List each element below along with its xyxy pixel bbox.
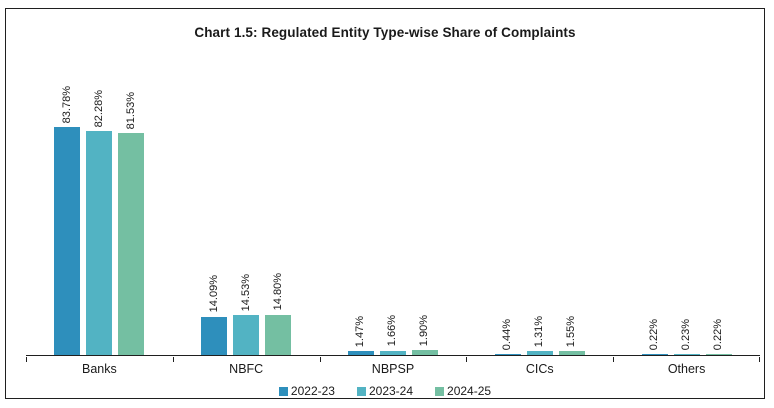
bar-value-label: 14.53% [239,274,252,312]
bar-value-label: 0.23% [680,319,693,351]
bar-value-label: 1.31% [533,316,546,348]
x-axis-label-cics: CICs [525,362,554,376]
x-axis-tick [466,357,468,362]
bar [86,131,113,355]
bar-group-nbfc: 14.09% 14.53% 14.80% [173,67,320,355]
x-axis-tick [172,357,174,362]
bar-value-label: 0.44% [501,318,514,350]
bar [265,314,292,355]
x-axis-tick [613,357,615,362]
bar [705,354,732,355]
bar-col: 0.44% [494,318,521,355]
x-axis-tick [759,357,760,362]
bar-value-label: 81.53% [124,91,137,130]
bar-col: 1.90% [411,314,438,355]
bar-col: 82.28% [86,89,113,355]
bar-col: 0.22% [641,319,668,355]
legend-label: 2024-25 [447,384,492,398]
bar-col: 1.31% [526,316,553,355]
bar [118,133,145,355]
bar [54,127,81,355]
bar-value-label: 83.78% [60,85,73,124]
bar [526,351,553,355]
bar [558,350,585,355]
bar-col: 0.22% [705,319,732,355]
bar-value-label: 14.80% [271,273,284,311]
bar [347,351,374,355]
x-axis-tick [319,357,321,362]
bar-value-label: 0.22% [648,319,661,351]
legend-label: 2023-24 [368,384,414,398]
legend-item-2024-25: 2024-25 [435,384,491,398]
x-axis-tick [26,357,27,362]
bar [379,350,406,355]
bar-value-label: 1.90% [418,314,431,346]
bar-group-banks: 83.78% 82.28% 81.53% [26,67,173,355]
bar-col: 81.53% [118,91,145,355]
legend-item-2023-24: 2023-24 [356,384,414,398]
legend-swatch-icon [278,386,288,396]
bar-col: 1.66% [379,315,406,355]
bar [673,354,700,355]
x-axis-label-others: Others [667,362,706,376]
plot-area: 83.78% 82.28% 81.53% 14.09% 14.53% 14.80% 1.47… [26,67,760,355]
bar-col: 14.53% [233,274,260,355]
x-axis-label-nbfc: NBFC [229,362,264,376]
bar [411,349,438,355]
x-axis-line [26,355,760,362]
bar [201,316,228,355]
bar-col: 0.23% [673,319,700,355]
bar-value-label: 0.22% [712,319,725,351]
bar [641,354,668,355]
bar-value-label: 1.55% [565,315,578,347]
bar-value-label: 1.66% [386,315,399,347]
bar [233,315,260,355]
bar-group-others: 0.22% 0.23% 0.22% [613,67,760,355]
bar-col: 1.47% [347,315,374,355]
x-axis-label-banks: Banks [82,362,117,376]
chart-title: Chart 1.5: Regulated Entity Type-wise Sh… [194,25,576,40]
bar-group-nbpsp: 1.47% 1.66% 1.90% [320,67,467,355]
bar-group-cics: 0.44% 1.31% 1.55% [466,67,613,355]
bar-col: 14.09% [201,275,228,355]
chart-border-box: Chart 1.5: Regulated Entity Type-wise Sh… [5,8,765,399]
legend-swatch-icon [356,386,366,396]
legend-label: 2022-23 [290,384,335,398]
legend-item-2022-23: 2022-23 [278,384,335,398]
bar [494,353,521,355]
bar-value-label: 1.47% [354,315,367,348]
bar-col: 83.78% [54,85,81,355]
legend: 2022-23 2023-24 2024-25 [6,384,764,398]
bar-value-label: 14.09% [207,275,220,313]
legend-swatch-icon [435,386,445,396]
bar-value-label: 82.28% [92,89,105,128]
x-axis-label-nbpsp: NBPSP [371,362,415,376]
x-axis-labels: Banks NBFC NBPSP CICs Others [26,362,760,376]
bar-col: 1.55% [558,315,585,355]
bar-col: 14.80% [265,273,292,355]
